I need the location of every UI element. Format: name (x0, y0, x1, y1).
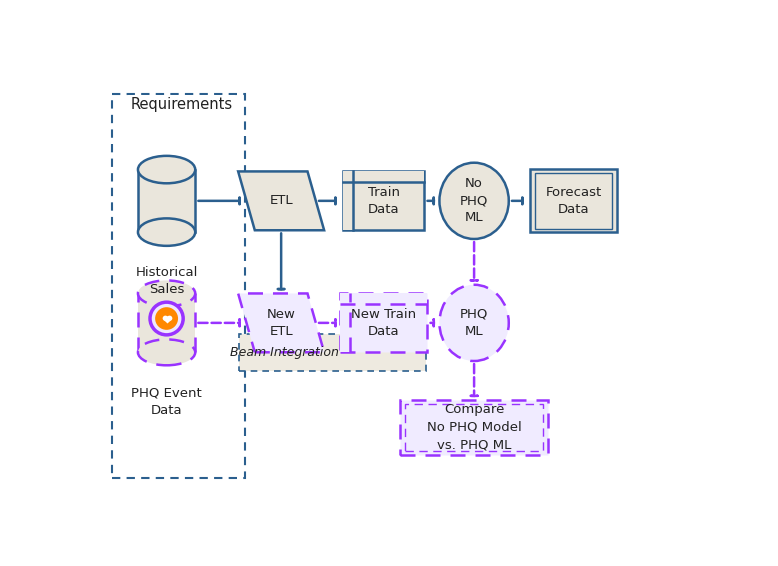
Ellipse shape (138, 280, 195, 306)
FancyBboxPatch shape (340, 293, 427, 352)
Ellipse shape (138, 156, 195, 183)
Text: Train
Data: Train Data (368, 186, 400, 216)
Text: New Train
Data: New Train Data (351, 308, 416, 338)
Bar (343, 171, 352, 230)
FancyBboxPatch shape (400, 400, 548, 454)
Text: PHQ
ML: PHQ ML (460, 308, 489, 338)
Text: Historical
Sales: Historical Sales (135, 266, 198, 296)
Polygon shape (238, 293, 324, 352)
FancyBboxPatch shape (343, 171, 424, 230)
Ellipse shape (155, 307, 178, 330)
Ellipse shape (138, 218, 195, 246)
Polygon shape (238, 171, 324, 230)
Text: Compare
No PHQ Model
vs. PHQ ML: Compare No PHQ Model vs. PHQ ML (426, 403, 521, 452)
Text: Beam Integration: Beam Integration (230, 346, 338, 359)
Bar (138, 170, 195, 232)
FancyBboxPatch shape (239, 334, 426, 371)
Ellipse shape (150, 302, 183, 335)
Text: ETL: ETL (269, 194, 293, 207)
Text: Forecast
Data: Forecast Data (545, 186, 601, 216)
Bar (343, 171, 424, 182)
Text: Requirements: Requirements (131, 97, 233, 113)
Bar (340, 293, 350, 352)
Bar (138, 293, 195, 353)
Ellipse shape (138, 340, 195, 365)
Bar (340, 293, 427, 304)
Ellipse shape (440, 162, 509, 239)
Text: New
ETL: New ETL (267, 308, 296, 338)
Ellipse shape (440, 285, 509, 361)
Text: PHQ Event
Data: PHQ Event Data (131, 387, 202, 417)
Text: No
PHQ
ML: No PHQ ML (460, 177, 489, 224)
FancyBboxPatch shape (530, 169, 617, 233)
